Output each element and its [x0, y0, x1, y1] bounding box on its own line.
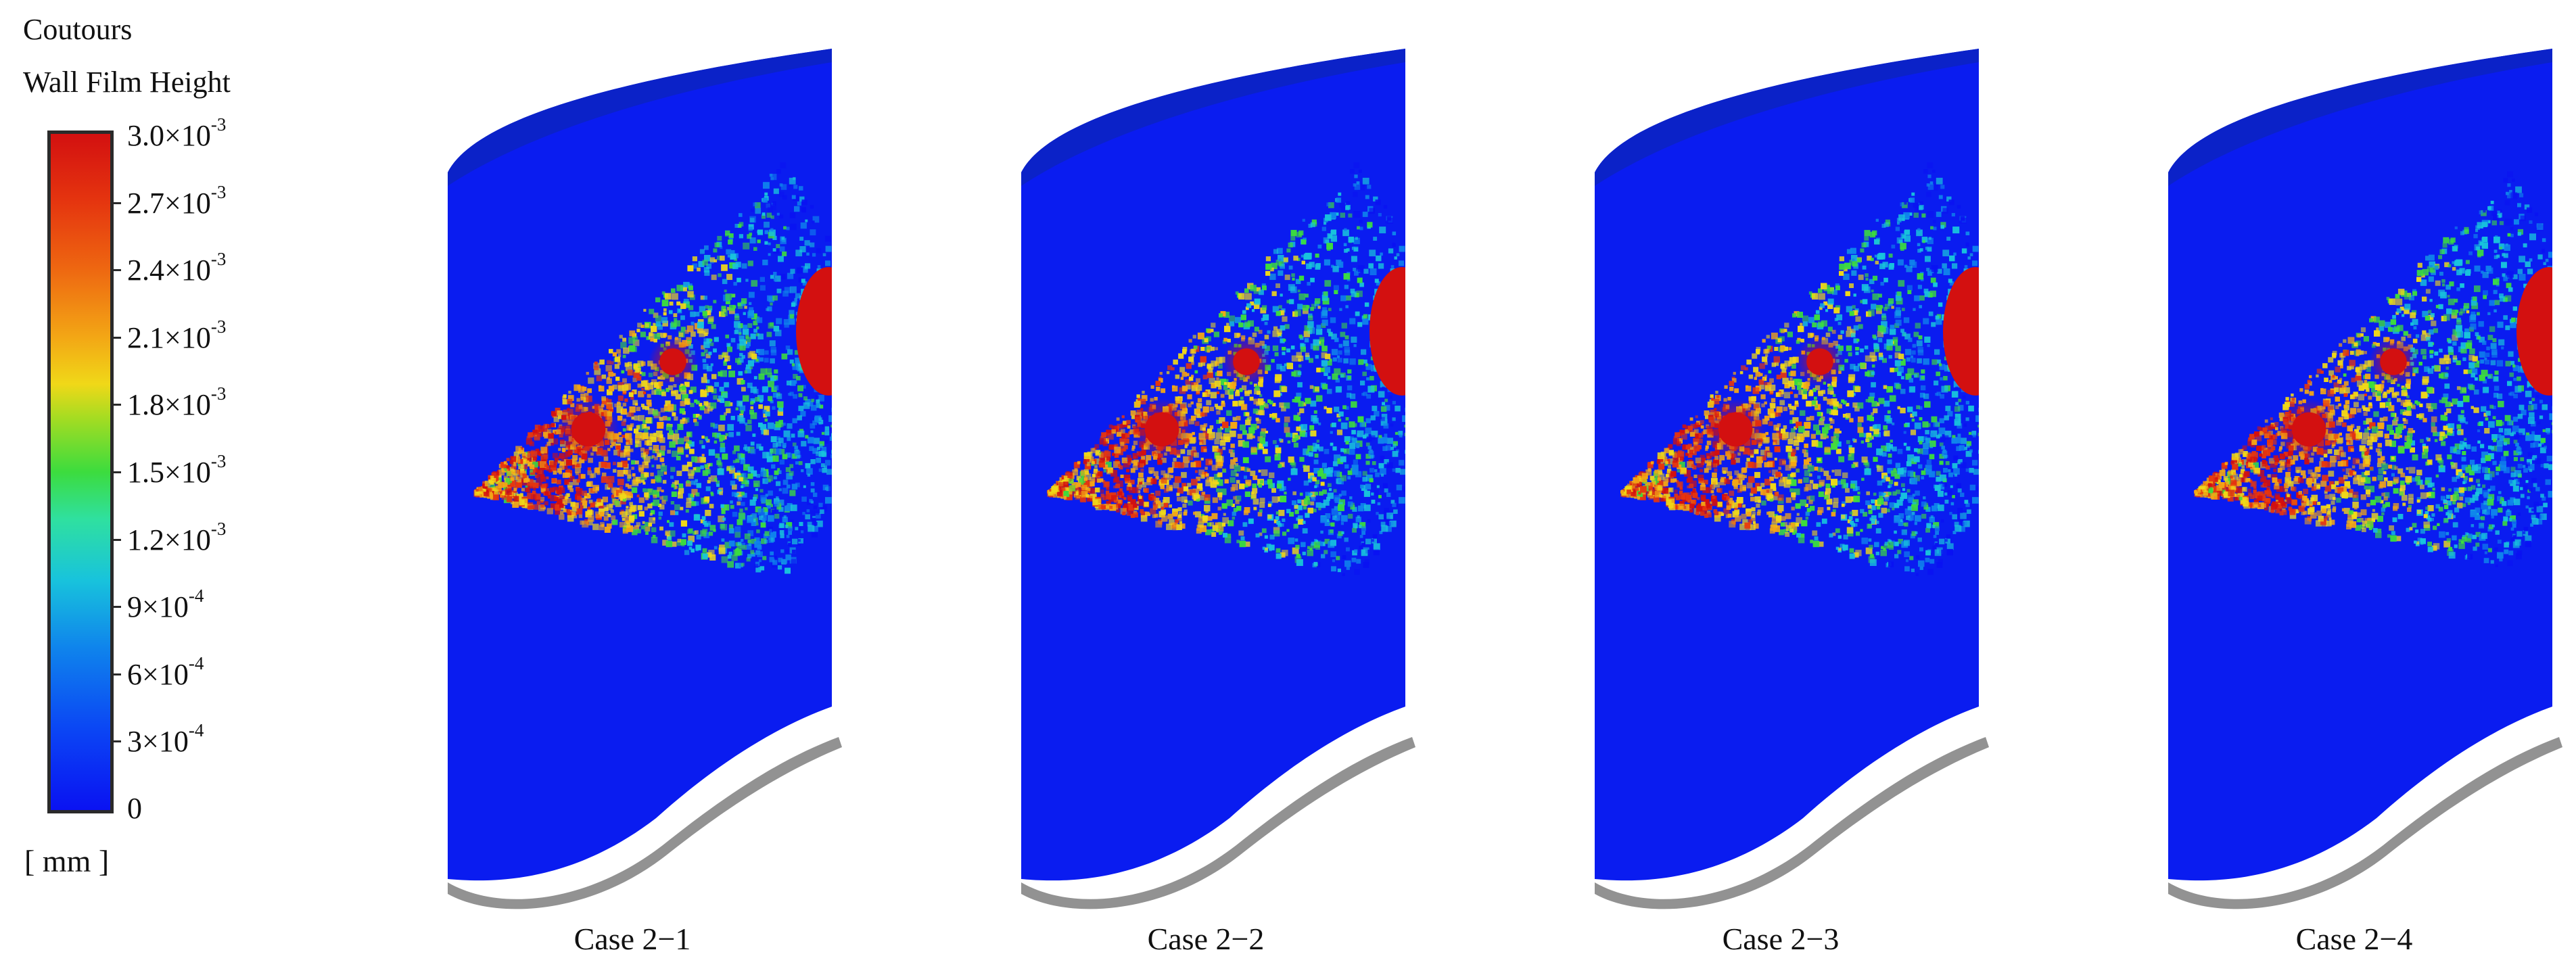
colorbar-tick-mark [112, 471, 121, 473]
colorbar-tick-label: 2.1×10-3 [127, 316, 227, 354]
blade-top-edge [448, 49, 832, 186]
colorbar-tick-mark [112, 538, 121, 541]
wall-film-contour [1620, 162, 1979, 576]
case-label: Case 2−2 [1147, 922, 1265, 956]
colorbar-tick-label: 3.0×10-3 [127, 114, 227, 152]
colorbar-tick-mark [112, 673, 121, 675]
colorbar-tick-label: 1.2×10-3 [127, 518, 227, 556]
colorbar-tick-label: 0 [127, 792, 142, 825]
trailing-edge-deposit [1369, 267, 1405, 396]
colorbar-tick-label: 2.4×10-3 [127, 249, 227, 287]
colorbar-tick-label: 1.8×10-3 [127, 383, 227, 422]
colorbar-tick-label: 3×10-4 [127, 720, 204, 759]
blade-panel [2153, 41, 2576, 926]
case-label: Case 2−4 [2295, 922, 2413, 956]
case-label: Case 2−1 [573, 922, 691, 956]
blade-surface-plot [2168, 49, 2562, 909]
legend-unit: [ mm ] [24, 844, 110, 878]
blade-top-edge [1595, 49, 1979, 186]
case-label: Case 2−3 [1722, 922, 1840, 956]
blade-panel [1006, 41, 1453, 926]
trailing-edge-deposit [2516, 267, 2552, 396]
legend-variable-name: Wall Film Height [23, 66, 231, 99]
blade-panel [433, 41, 879, 926]
blade-shadow [2168, 737, 2562, 909]
colorbar-tick-label: 1.5×10-3 [127, 451, 227, 489]
blade-shadow [1021, 737, 1415, 909]
colorbar-tick-mark [112, 404, 121, 406]
trailing-edge-deposit [1943, 267, 1979, 396]
blade-surface-plot [1595, 49, 1989, 909]
blade-top-edge [1021, 49, 1405, 186]
colorbar-tick-label: 9×10-4 [127, 586, 204, 624]
blade-surface-plot [1021, 49, 1415, 909]
colorbar [47, 130, 114, 813]
blade-top-edge [2168, 49, 2552, 186]
trailing-edge-deposit [796, 267, 832, 396]
blade-shadow [1595, 737, 1989, 909]
blade-surface-plot [448, 49, 842, 909]
legend-title: Coutours [23, 13, 133, 46]
colorbar-tick-mark [112, 201, 121, 204]
colorbar-tick-mark [112, 336, 121, 339]
wall-film-contour [2194, 171, 2552, 567]
colorbar-tick-mark [112, 269, 121, 272]
blade-panel [1580, 41, 2026, 926]
colorbar-tick-label: 2.7×10-3 [127, 181, 227, 220]
colorbar-tick-mark [112, 606, 121, 609]
colorbar-tick-label: 6×10-4 [127, 652, 204, 691]
wall-film-contour [1047, 162, 1405, 576]
blade-shadow [448, 737, 842, 909]
colorbar-tick-mark [112, 740, 121, 743]
wall-film-contour [473, 162, 832, 574]
